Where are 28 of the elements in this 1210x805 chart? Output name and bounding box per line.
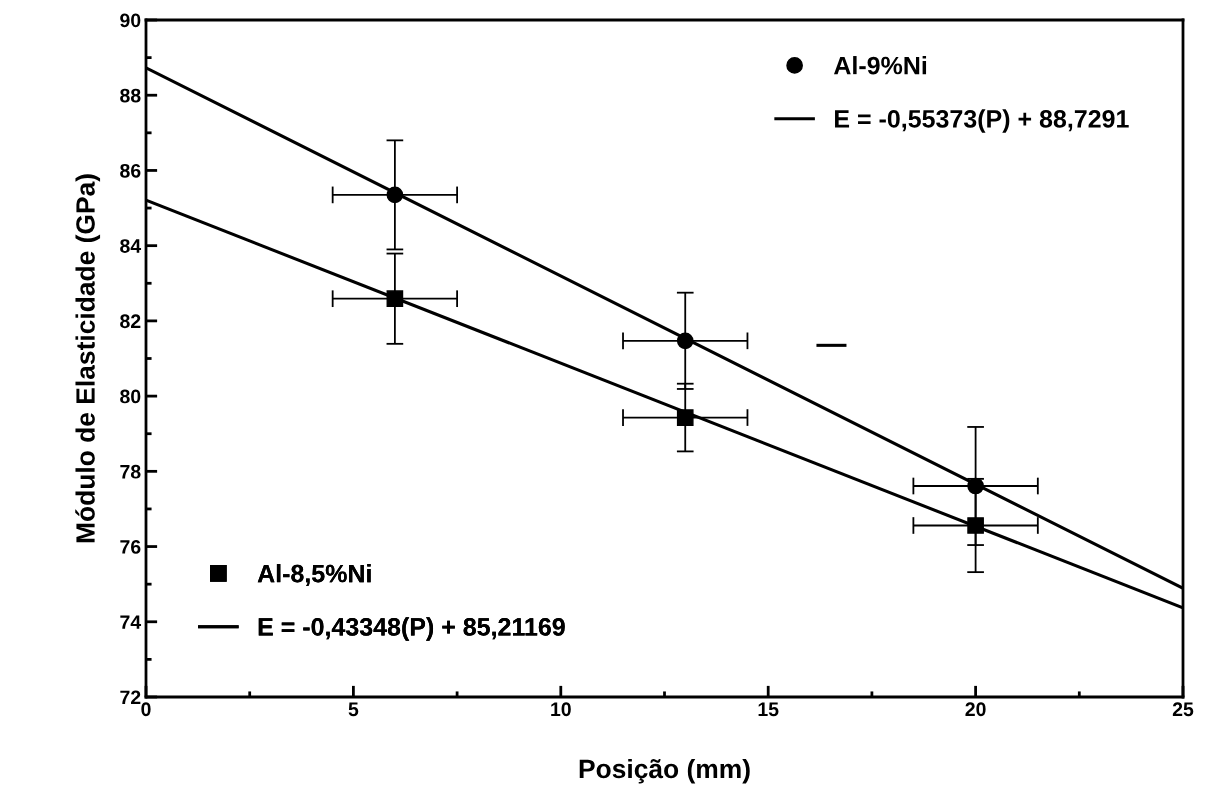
legend-label: Al-8,5%Ni: [257, 564, 371, 587]
point: [676, 332, 694, 350]
x-tick-label: 25: [1172, 702, 1194, 717]
point: [967, 517, 984, 534]
point: [386, 290, 404, 308]
point: [676, 409, 694, 426]
point: [386, 186, 404, 204]
y-tick-label: 78: [120, 464, 141, 479]
y-tick-label: 82: [120, 314, 141, 329]
y-axis-title: Módulo de Elasticidade (GPa): [75, 174, 101, 543]
legend-label: E = -0,43348(P) + 85,21169: [258, 617, 565, 641]
y-tick-label: 72: [120, 690, 141, 705]
x-tick-label: 0: [141, 702, 151, 717]
x-tick-label: 10: [551, 702, 571, 717]
x-tick-label: 15: [758, 702, 779, 717]
y-tick-label: 76: [120, 540, 141, 554]
point: [967, 477, 984, 495]
y-tick-label: 88: [120, 88, 141, 103]
x-axis-title: Posição (mm): [579, 758, 750, 784]
y-tick-label: 80: [120, 389, 141, 404]
legend-label: Al-9%Ni: [833, 56, 927, 75]
y-tick-label: 74: [120, 615, 142, 629]
y-tick-label: 84: [120, 239, 142, 253]
y-tick-label: 86: [120, 163, 141, 178]
legend-label: E = -0,55373(P) + 88,7291: [835, 109, 1129, 133]
y-tick-label: 90: [120, 13, 141, 28]
x-tick-label: 5: [348, 702, 359, 717]
x-tick-label: 20: [965, 702, 986, 717]
